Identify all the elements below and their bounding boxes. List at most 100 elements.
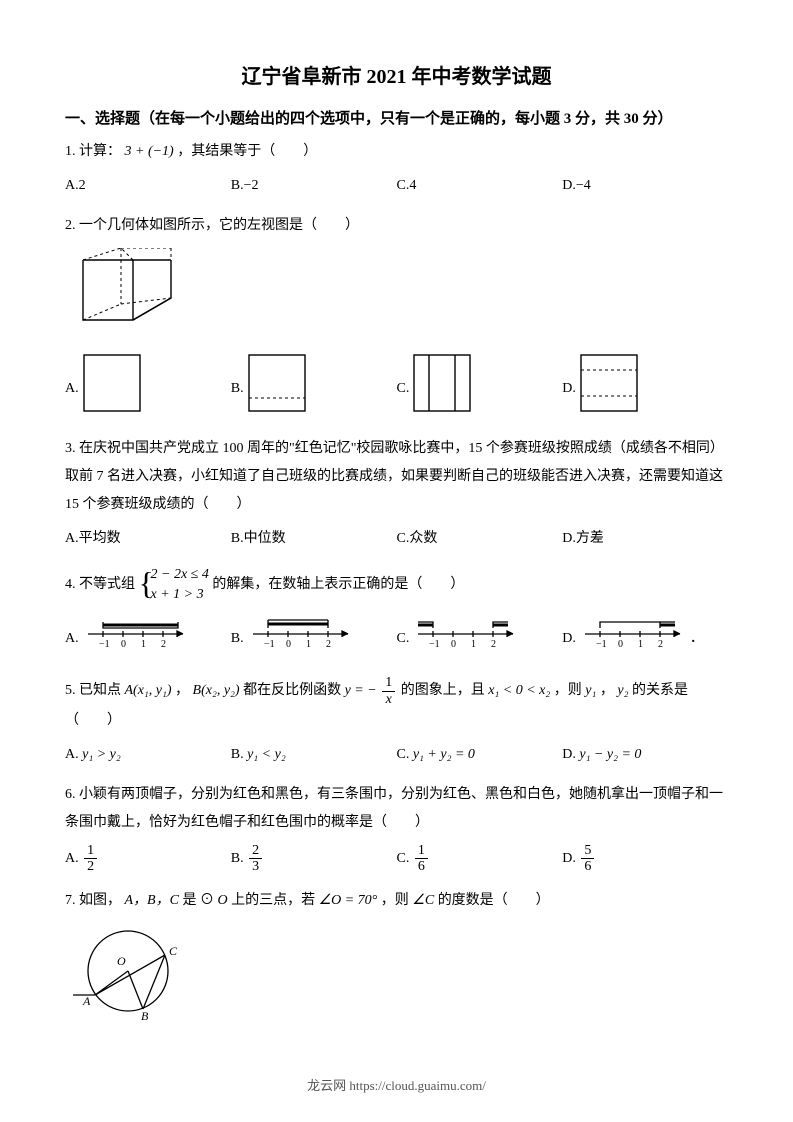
q5-pointB: B(x₂, y₂)	[193, 683, 240, 698]
q6-stem: 6. 小颖有两顶帽子，分别为红色和黑色，有三条围巾，分别为红色、黑色和白色，她随…	[65, 781, 728, 837]
q4-sys-row2: x + 1 > 3	[151, 585, 209, 605]
q4-opt-d: D. −1012 ．	[562, 614, 728, 663]
svg-text:−1: −1	[429, 639, 440, 650]
svg-text:0: 0	[618, 639, 623, 650]
q2-opt-a: A.	[65, 354, 231, 423]
q6-b-den: 3	[249, 859, 262, 874]
q6-d-den: 6	[581, 859, 594, 874]
q4-stem-suffix: 的解集，在数轴上表示正确的是（ ）	[212, 577, 464, 592]
q4-stem-prefix: 4. 不等式组	[65, 577, 135, 592]
q3-a-val: 平均数	[79, 525, 121, 553]
q2-c-label: C.	[397, 375, 410, 403]
numberline-a-icon: −1012	[83, 614, 193, 652]
q6-options: A. 1 2 B. 2 3 C. 1 6 D.	[65, 843, 728, 875]
q4-d-label: D.	[562, 625, 576, 653]
q3-opt-d: D. 方差	[562, 525, 728, 553]
question-4: 4. 不等式组 2 − 2x ≤ 4 x + 1 > 3 的解集，在数轴上表示正…	[65, 565, 728, 663]
q6-a-den: 2	[84, 859, 97, 874]
q2-opt-b: B.	[231, 354, 397, 423]
q5-options: A. y₁ > y₂ B. y₁ < y₂ C. y₁ + y₂ = 0 D. …	[65, 741, 728, 769]
q5-mid5: ，	[600, 683, 614, 698]
q1-opt-c: C. 4	[397, 172, 563, 200]
q2-d-figure	[580, 354, 638, 423]
q2-options: A. B. C.	[65, 354, 728, 423]
svg-text:−1: −1	[264, 639, 275, 650]
svg-text:2: 2	[161, 639, 166, 650]
q4-trailing-dot: ．	[690, 625, 704, 653]
q5-b-val: y₁ < y₂	[247, 741, 286, 769]
svg-text:2: 2	[326, 639, 331, 650]
page-title: 辽宁省阜新市 2021 年中考数学试题	[65, 60, 728, 89]
q6-a-num: 1	[84, 843, 97, 859]
svg-text:0: 0	[286, 639, 291, 650]
q7-angleO: ∠O = 70°	[319, 893, 378, 908]
q5-d-val: y₁ − y₂ = 0	[579, 741, 641, 769]
exam-page: 辽宁省阜新市 2021 年中考数学试题 一、选择题（在每一个小题给出的四个选项中…	[0, 0, 793, 1122]
q4-opt-a: A. −1012	[65, 614, 231, 663]
question-3: 3. 在庆祝中国共产党成立 100 周年的"红色记忆"校园歌咏比赛中，15 个参…	[65, 435, 728, 553]
numberline-c-icon: −1012	[413, 614, 523, 652]
q7-mid2: 上的三点，若	[231, 893, 319, 908]
q5-frac-num: 1	[382, 675, 395, 691]
q3-opt-a: A. 平均数	[65, 525, 231, 553]
q6-opt-a: A. 1 2	[65, 843, 231, 875]
q1-opt-d: D. −4	[562, 172, 728, 200]
q3-b-val: 中位数	[244, 525, 286, 553]
q6-d-frac: 5 6	[581, 843, 594, 875]
q7-figure: O C A B	[73, 921, 728, 1032]
q5-y2: y₂	[617, 683, 628, 698]
svg-text:1: 1	[141, 639, 146, 650]
q7-label-C: C	[169, 944, 178, 958]
circle-obc-icon: O C A B	[73, 921, 193, 1021]
q5-prefix: 5. 已知点	[65, 683, 125, 698]
q4-a-numline: −1012	[83, 614, 193, 663]
q6-c-den: 6	[415, 859, 428, 874]
q1-stem-suffix: ，其结果等于（ ）	[177, 144, 317, 159]
svg-text:1: 1	[638, 639, 643, 650]
q7-pts: A，B，C	[125, 893, 179, 908]
q5-mid1: ，	[175, 683, 189, 698]
q4-d-numline: −1012	[580, 614, 690, 663]
q5-y1: y₁	[585, 683, 596, 698]
square-two-verts-icon	[413, 354, 471, 412]
q1-stem-prefix: 1. 计算：	[65, 144, 121, 159]
question-5: 5. 已知点 A(x₁, y₁) ， B(x₂, y₂) 都在反比例函数 y =…	[65, 675, 728, 769]
q5-frac-den: x	[382, 692, 395, 707]
q6-b-num: 2	[249, 843, 262, 859]
q2-opt-c: C.	[397, 354, 563, 423]
svg-text:0: 0	[451, 639, 456, 650]
q1-expr: 3 + (−1)	[125, 144, 174, 159]
q4-options: A. −1012 B.	[65, 614, 728, 663]
q7-suffix: 的度数是（ ）	[438, 893, 550, 908]
q1-d-val: −4	[576, 172, 591, 200]
q4-system: 2 − 2x ≤ 4 x + 1 > 3	[139, 565, 209, 604]
q5-a-val: y₁ > y₂	[82, 741, 121, 769]
q7-center: O	[217, 893, 227, 908]
q2-stem: 2. 一个几何体如图所示，它的左视图是（ ）	[65, 212, 728, 240]
q4-c-numline: −1012	[413, 614, 523, 663]
q5-mid3: 的图象上，且	[401, 683, 489, 698]
q4-sys-row1: 2 − 2x ≤ 4	[151, 565, 209, 585]
q5-pointA: A(x₁, y₁)	[125, 683, 172, 698]
q2-opt-d: D.	[562, 354, 728, 423]
q2-a-label: A.	[65, 375, 79, 403]
q3-d-val: 方差	[576, 525, 604, 553]
q5-mid2: 都在反比例函数	[243, 683, 345, 698]
question-2: 2. 一个几何体如图所示，它的左视图是（ ）	[65, 212, 728, 423]
q2-b-figure	[248, 354, 306, 423]
q7-label-O: O	[117, 954, 126, 968]
q5-frac: 1 x	[382, 675, 395, 707]
q6-a-frac: 1 2	[84, 843, 97, 875]
svg-text:0: 0	[121, 639, 126, 650]
q4-opt-c: C. −1012	[397, 614, 563, 663]
numberline-d-icon: −1012	[580, 614, 690, 652]
q1-c-val: 4	[409, 172, 416, 200]
q7-mid1: 是 ⊙	[182, 893, 214, 908]
q7-angleC: ∠C	[412, 893, 434, 908]
q6-b-frac: 2 3	[249, 843, 262, 875]
q5-opt-b: B. y₁ < y₂	[231, 741, 397, 769]
svg-text:2: 2	[491, 639, 496, 650]
svg-text:2: 2	[658, 639, 663, 650]
svg-text:1: 1	[306, 639, 311, 650]
question-6: 6. 小颖有两顶帽子，分别为红色和黑色，有三条围巾，分别为红色、黑色和白色，她随…	[65, 781, 728, 875]
